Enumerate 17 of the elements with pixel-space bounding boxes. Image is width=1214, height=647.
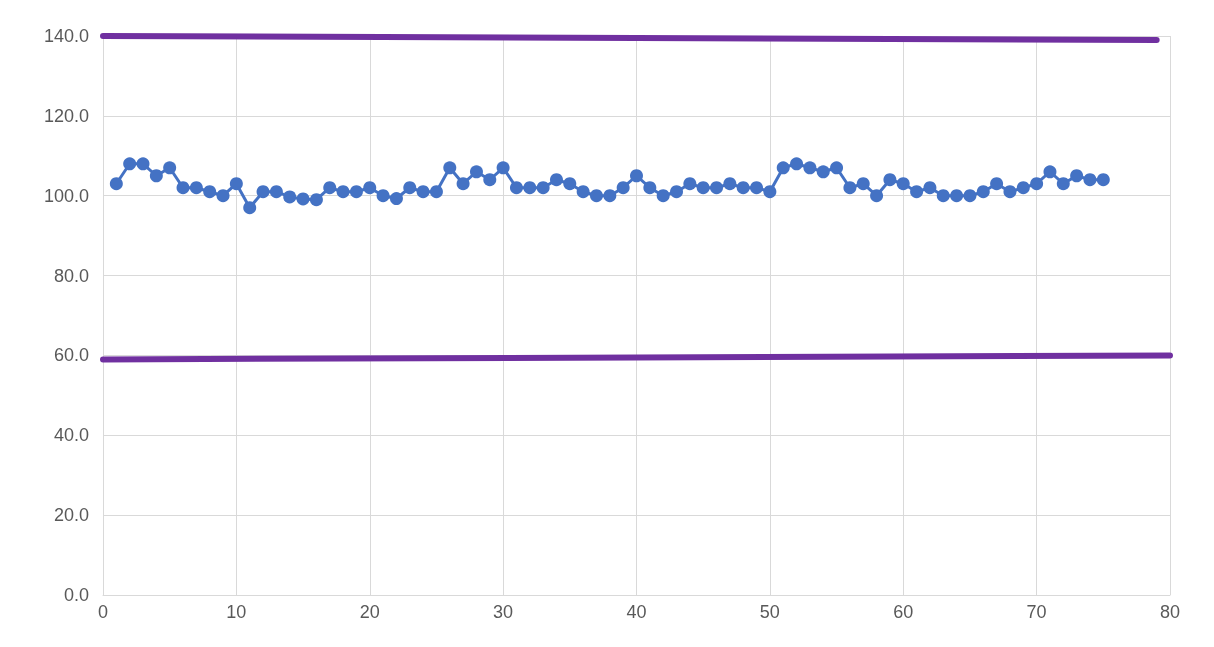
x-tick-label: 60 [893,602,914,622]
x-tick-label: 30 [493,602,514,622]
y-tick-label: 0.0 [63,585,89,605]
y-tick-label: 60.0 [53,345,89,366]
y-tick-label: 140.0 [43,26,89,46]
y-tick-label: 80.0 [53,265,89,286]
y-tick-label: 20.0 [53,505,89,526]
x-tick-label: 10 [226,602,247,622]
x-tick-label: 70 [1026,602,1047,622]
x-tick-label: 0 [97,602,109,622]
x-tick-label: 50 [759,602,780,622]
x-tick-label: 80 [1159,602,1181,622]
y-tick-label: 120.0 [43,105,89,126]
x-tick-label: 20 [359,602,380,622]
y-tick-label: 100.0 [43,185,89,206]
y-tick-label: 40.0 [53,425,89,446]
x-tick-label: 40 [626,602,647,622]
